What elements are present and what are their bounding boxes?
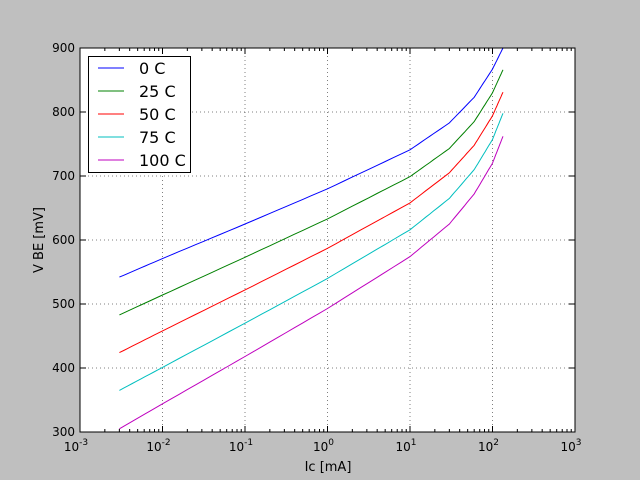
x-tick-label: 103 — [560, 438, 581, 454]
x-tick-label: 100 — [313, 438, 334, 454]
y-tick-label: 400 — [52, 361, 75, 375]
y-tick-label: 300 — [52, 425, 75, 439]
series-line-75-c — [119, 113, 504, 391]
series-lines — [119, 47, 504, 430]
legend-label: 75 C — [139, 128, 176, 147]
y-tick-label: 700 — [52, 169, 75, 183]
x-tick-label: 10-3 — [64, 438, 88, 454]
x-tick-label: 102 — [478, 438, 499, 454]
y-axis-label: V BE [mV] — [32, 207, 47, 273]
x-tick-label: 10-1 — [229, 438, 253, 454]
y-tick-label: 900 — [52, 41, 75, 55]
y-tick-label: 800 — [52, 105, 75, 119]
y-tick-label: 500 — [52, 297, 75, 311]
legend-label: 0 C — [139, 59, 165, 78]
series-line-0-c — [119, 47, 504, 278]
series-line-25-c — [119, 69, 504, 316]
x-tick-label: 101 — [395, 438, 416, 454]
legend-label: 50 C — [139, 105, 176, 124]
ticks: 10-3 10-2 10-1 100 101 102 103 300 400 500 600 700 8… — [52, 41, 581, 454]
x-axis-label: Ic [mA] — [305, 460, 352, 475]
legend: 0 C 25 C 50 C 75 C 100 C — [88, 56, 191, 173]
legend-label: 100 C — [139, 151, 186, 170]
series-line-100-c — [119, 136, 504, 430]
x-tick-label: 10-2 — [146, 438, 170, 454]
legend-label: 25 C — [139, 82, 176, 101]
y-tick-label: 600 — [52, 233, 75, 247]
series-line-50-c — [119, 91, 504, 354]
